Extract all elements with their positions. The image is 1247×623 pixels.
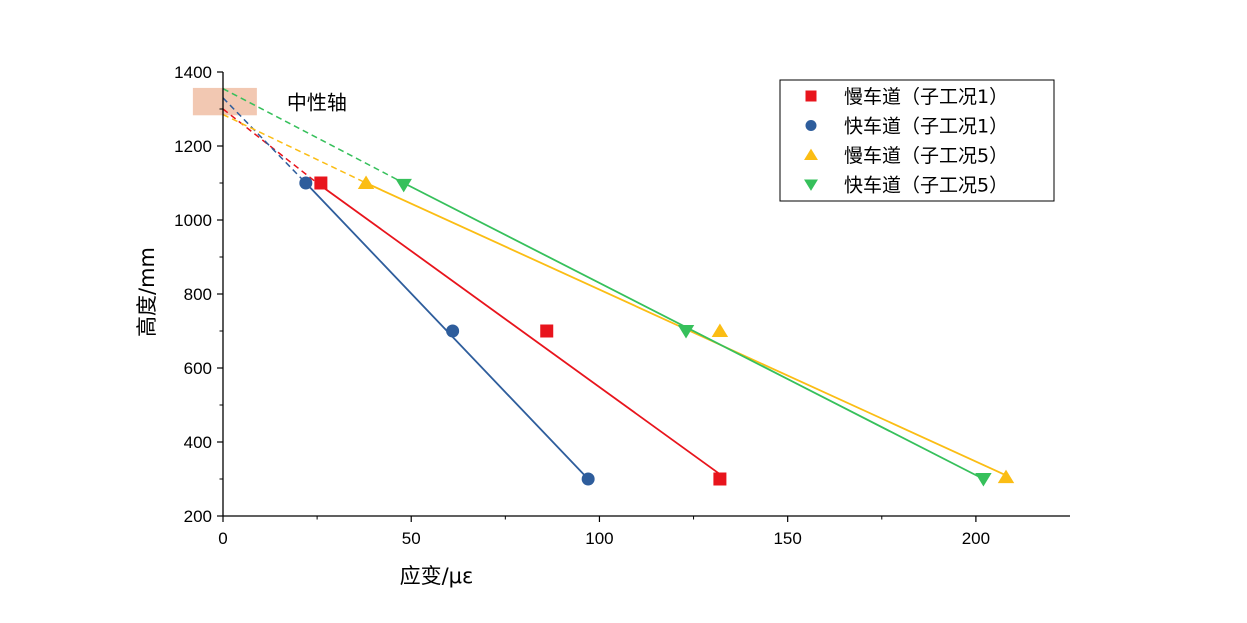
y-tick-label: 800 [184, 285, 212, 304]
data-point-series-4 [677, 325, 695, 339]
x-tick-label: 150 [773, 529, 801, 548]
y-tick-label: 1000 [174, 211, 212, 230]
y-axis-title: 高度/mm [135, 247, 159, 337]
y-tick-label: 600 [184, 359, 212, 378]
legend-marker-2 [805, 120, 817, 131]
data-point-series-1 [314, 176, 328, 190]
x-axis-title: 应变/με [400, 564, 474, 588]
y-tick-label: 1400 [174, 63, 212, 82]
ticks: 0 50 100 150 200 200 400 600 800 1000 1200 1400 [174, 63, 990, 548]
data-point-series-1 [540, 324, 554, 338]
x-tick-label: 200 [962, 529, 990, 548]
legend-label-2: 快车道（子工况1） [844, 116, 1008, 138]
fit-extension-dashed-1 [222, 108, 318, 184]
legend-label-1: 慢车道（子工况1） [844, 86, 1008, 108]
legend-label-4: 快车道（子工况5） [844, 175, 1008, 197]
legend: 慢车道（子工况1） 快车道（子工况1） 慢车道（子工况5） 快车道（子工况5） [779, 79, 1055, 202]
data-point-series-2 [581, 472, 595, 486]
y-tick-label: 1200 [174, 137, 212, 156]
legend-label-3: 慢车道（子工况5） [844, 145, 1008, 167]
annotation-layer: 中性轴 [192, 87, 347, 116]
legend-marker-4 [804, 179, 818, 191]
legend-marker-1 [805, 90, 817, 102]
x-tick-label: 0 [218, 529, 227, 548]
y-tick-label: 200 [184, 507, 212, 526]
data-point-series-4 [395, 178, 412, 193]
data-point-series-1 [713, 472, 727, 486]
fit-extension-dashed-3 [222, 113, 367, 184]
legend-marker-3 [804, 148, 818, 161]
data-point-series-4 [975, 473, 992, 487]
x-tick-label: 100 [585, 529, 613, 548]
data-point-series-3 [997, 469, 1015, 484]
legend-box [779, 79, 1055, 202]
fit-line-1 [316, 182, 721, 475]
y-tick-label: 400 [184, 433, 212, 452]
data-point-series-2 [299, 176, 313, 190]
fit-extension-dashed-4 [222, 87, 405, 184]
neutral-axis-label: 中性轴 [287, 91, 347, 115]
fit-line-4 [403, 182, 984, 480]
data-point-series-3 [711, 323, 729, 337]
x-tick-label: 50 [402, 529, 421, 548]
data-point-series-2 [446, 324, 460, 338]
data-point-series-3 [357, 175, 375, 189]
data-markers [299, 175, 1015, 487]
